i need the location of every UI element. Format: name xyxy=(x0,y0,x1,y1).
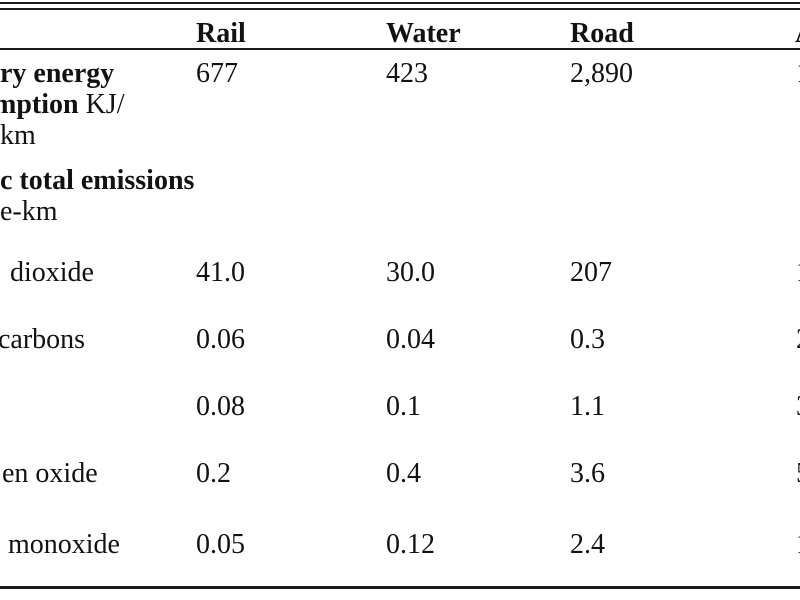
table-top-rule-outer xyxy=(0,2,800,4)
column-header-rail: Rail xyxy=(196,18,246,49)
value-water: 30.0 xyxy=(386,257,435,288)
value-rail: 0.2 xyxy=(196,458,231,489)
value-cutoff-fragment: 3 xyxy=(796,391,800,422)
energy-label-line2: mption KJ/ xyxy=(0,89,124,120)
table-bottom-rule xyxy=(0,586,800,589)
energy-label-line2-unit: KJ/ xyxy=(78,89,125,120)
value-water: 0.12 xyxy=(386,529,435,560)
value-water: 0.04 xyxy=(386,324,435,355)
table-top-rule-inner xyxy=(0,8,800,10)
energy-label-line1: ry energy xyxy=(0,58,115,89)
table-header-rule xyxy=(0,48,800,50)
row-label: dioxide xyxy=(10,257,94,288)
energy-value-road: 2,890 xyxy=(570,58,633,89)
value-rail: 41.0 xyxy=(196,257,245,288)
energy-label-line2-bold: mption xyxy=(0,89,79,120)
value-cutoff-fragment: 5 xyxy=(796,458,800,489)
energy-value-cutoff-fragment: 1 xyxy=(796,58,800,89)
column-header-water: Water xyxy=(386,18,461,49)
value-rail: 0.08 xyxy=(196,391,245,422)
column-header-cutoff-fragment: A xyxy=(795,18,800,49)
emissions-section-line2: e-km xyxy=(0,196,58,227)
row-label: carbons xyxy=(0,324,86,355)
value-road: 3.6 xyxy=(570,458,605,489)
row-label: monoxide xyxy=(8,529,120,560)
value-road: 207 xyxy=(570,257,612,288)
value-rail: 0.06 xyxy=(196,324,245,355)
energy-value-water: 423 xyxy=(386,58,428,89)
value-road: 1.1 xyxy=(570,391,605,422)
value-road: 2.4 xyxy=(570,529,605,560)
row-label: en oxide xyxy=(2,458,98,489)
value-cutoff-fragment: 2 xyxy=(796,324,800,355)
value-water: 0.4 xyxy=(386,458,421,489)
energy-row-label: ry energy mption KJ/ km xyxy=(0,58,124,151)
value-rail: 0.05 xyxy=(196,529,245,560)
energy-value-rail: 677 xyxy=(196,58,238,89)
emissions-section-line1: c total emissions xyxy=(0,165,195,196)
column-header-road: Road xyxy=(570,18,634,49)
value-road: 0.3 xyxy=(570,324,605,355)
value-cutoff-fragment: 1 xyxy=(796,257,800,288)
emissions-section-label: c total emissions e-km xyxy=(0,165,194,227)
value-water: 0.1 xyxy=(386,391,421,422)
energy-label-line3: km xyxy=(0,120,36,151)
value-cutoff-fragment: 1 xyxy=(796,529,800,560)
